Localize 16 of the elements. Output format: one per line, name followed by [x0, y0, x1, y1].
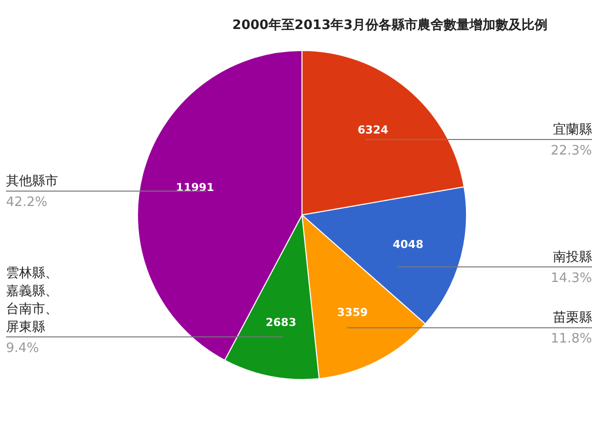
slice-label: 南投縣	[553, 250, 592, 265]
text: 14.3%	[550, 270, 592, 286]
data-label: 2683	[266, 316, 296, 330]
data-label: 4048	[392, 238, 424, 251]
text: 22.3%	[550, 143, 592, 158]
slice-label: 雲林縣、嘉義縣、台南市、屏東縣	[6, 266, 58, 335]
slice-label: 其他縣市	[6, 174, 58, 190]
data-label: 11991	[176, 181, 214, 194]
chart-title: 2000年至2013年3月份各縣市農舍數量增加數及比例	[231, 16, 549, 34]
text: 42.2%	[6, 194, 48, 210]
data-label: 6324	[358, 124, 389, 137]
text: 11.8%	[550, 332, 592, 347]
data-label: 3359	[337, 306, 368, 319]
text: 9.4%	[6, 340, 40, 356]
slice-label: 苗栗縣	[553, 310, 592, 326]
slice-label: 宜蘭縣	[553, 121, 592, 138]
